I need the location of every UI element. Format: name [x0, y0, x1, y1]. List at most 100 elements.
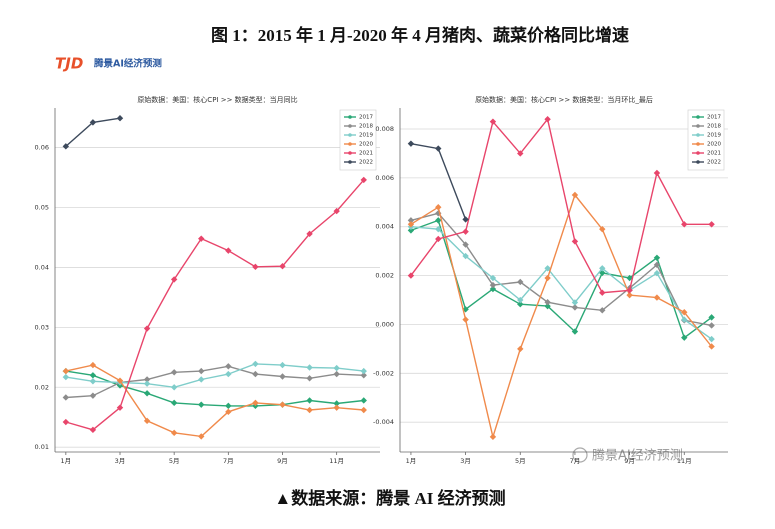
series-line	[65, 365, 364, 399]
point	[89, 361, 97, 369]
point	[599, 265, 606, 272]
point	[225, 402, 232, 410]
legend-box	[687, 109, 725, 171]
logo-mark: TJD	[55, 55, 83, 73]
y-tick-label: 0.004	[375, 223, 394, 231]
point	[279, 263, 286, 270]
point	[517, 345, 524, 353]
point	[198, 376, 205, 383]
y-tick-label: 0.06	[35, 144, 49, 152]
y-tick-label: 0.006	[375, 174, 394, 182]
point	[62, 418, 70, 426]
point	[143, 380, 151, 387]
point	[599, 225, 606, 233]
point	[116, 377, 124, 384]
series-line	[65, 370, 364, 407]
legend-marker	[348, 151, 352, 155]
point	[407, 140, 415, 147]
point	[708, 335, 715, 343]
point	[306, 397, 313, 404]
point	[306, 364, 313, 371]
point	[252, 399, 259, 407]
x-tick-label: 1月	[406, 457, 417, 465]
point	[306, 375, 313, 382]
point	[435, 217, 442, 224]
point	[62, 143, 70, 150]
point	[681, 221, 688, 228]
point	[360, 406, 367, 414]
series-line	[65, 364, 364, 438]
point	[360, 367, 367, 375]
point	[626, 274, 633, 282]
chart-title: 原始数据：美国：核心CPI >> 数据类型：当月环比_最后	[475, 95, 653, 104]
series-line	[410, 219, 713, 339]
point	[170, 384, 178, 391]
legend-marker	[348, 160, 352, 164]
point	[198, 367, 205, 375]
point	[89, 392, 97, 399]
point	[571, 328, 579, 335]
point	[252, 370, 259, 378]
point	[462, 228, 469, 235]
legend-marker	[696, 124, 700, 128]
doc-title: 图 1：2015 年 1 月-2020 年 4 月猪肉、蔬菜价格同比增速	[211, 25, 629, 45]
point	[170, 429, 178, 437]
point	[462, 316, 469, 323]
point	[571, 304, 579, 311]
series-line	[410, 226, 713, 340]
point	[708, 221, 715, 228]
point	[407, 221, 415, 228]
point	[198, 433, 205, 440]
point	[333, 400, 340, 407]
point	[517, 278, 524, 286]
point	[517, 300, 524, 308]
point	[279, 361, 286, 369]
series-line	[65, 363, 364, 389]
point	[517, 296, 524, 304]
x-tick-label: 9月	[624, 457, 635, 465]
point	[462, 241, 469, 248]
legend-label: 2017	[707, 115, 721, 121]
legend-label: 2020	[359, 142, 373, 148]
point	[225, 408, 232, 416]
caption: ▲数据来源：腾景 AI 经济预测	[274, 488, 505, 508]
legend-label: 2018	[359, 124, 373, 130]
point	[360, 372, 367, 379]
legend-label: 2018	[707, 124, 721, 130]
y-tick-label: 0.000	[375, 320, 394, 328]
point	[708, 314, 715, 321]
point	[571, 238, 579, 245]
legend-marker	[696, 133, 700, 137]
legend-marker	[696, 160, 700, 164]
point	[279, 401, 286, 408]
legend-label: 2019	[707, 133, 721, 139]
legend-marker	[696, 115, 700, 119]
point	[681, 309, 688, 316]
x-tick-label: 7月	[570, 457, 581, 465]
point	[462, 216, 469, 223]
series-line	[410, 193, 713, 440]
point	[198, 401, 205, 408]
x-tick-label: 5月	[515, 457, 526, 465]
point	[407, 217, 415, 224]
point	[435, 145, 442, 152]
point	[89, 372, 97, 379]
point	[653, 269, 661, 277]
legend-marker	[696, 142, 700, 146]
point	[489, 118, 497, 125]
point	[653, 254, 661, 261]
x-tick-label: 3月	[115, 457, 126, 465]
legend-label: 2021	[707, 151, 721, 157]
legend-label: 2019	[359, 133, 373, 139]
x-tick-label: 11月	[329, 457, 344, 465]
point	[489, 281, 497, 289]
y-tick-label: 0.01	[35, 443, 49, 451]
x-tick-label: 1月	[61, 457, 72, 465]
point	[407, 227, 415, 234]
point	[143, 325, 151, 332]
point	[626, 291, 633, 299]
watermark-icon	[572, 447, 588, 463]
chart-title: 原始数据：美国：核心CPI >> 数据类型：当月同比	[137, 95, 297, 104]
point	[333, 364, 340, 372]
